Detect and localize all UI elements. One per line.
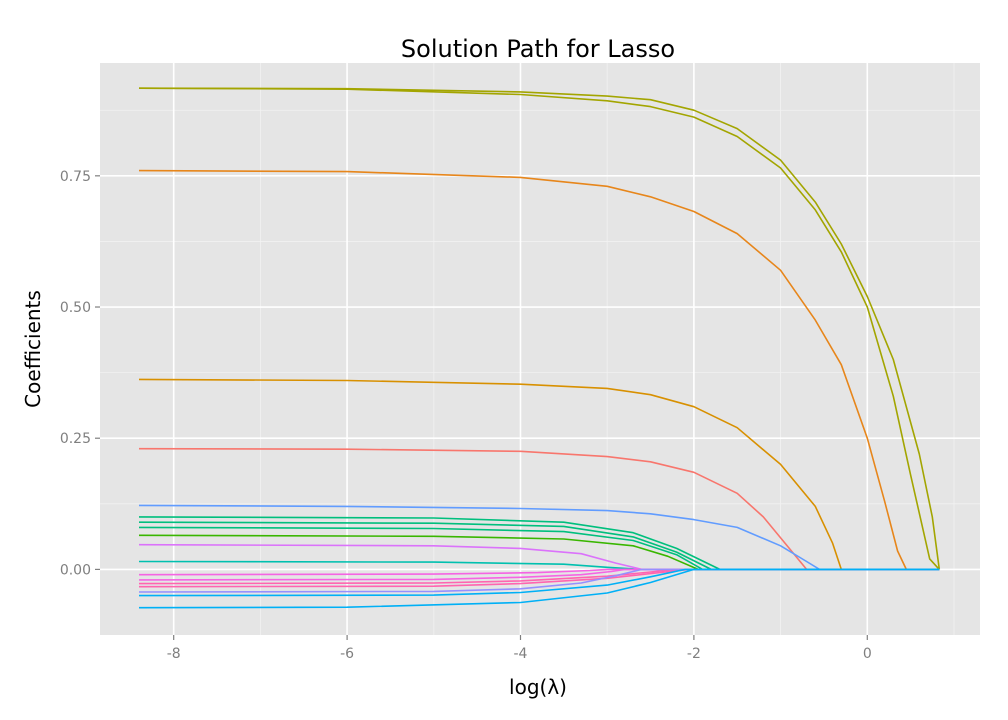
coefficient-path-18 <box>138 568 940 597</box>
x-axis-title: log(λ) <box>509 675 567 699</box>
coefficient-path-17 <box>138 568 940 593</box>
coefficient-path-2 <box>138 87 940 570</box>
x-tick-label: -4 <box>514 646 528 662</box>
y-axis-title: Coefficients <box>21 290 45 408</box>
coefficient-path-1 <box>138 87 941 570</box>
chart-title: Solution Path for Lasso <box>401 35 675 63</box>
y-tick-label: 0.75 <box>60 169 91 185</box>
x-tick-label: -8 <box>167 646 181 662</box>
series-layer <box>138 87 941 609</box>
y-tick-label: 0.50 <box>60 300 91 316</box>
coefficient-path-3 <box>138 169 940 571</box>
x-tick-label: -6 <box>340 646 354 662</box>
axis-ticks: -8 -6 -4 -2 0 0.00 0.25 0.50 0.75 <box>60 169 872 662</box>
x-tick-label: -2 <box>687 646 701 662</box>
y-tick-label: 0.00 <box>60 562 91 578</box>
minor-gridlines <box>100 63 980 635</box>
x-tick-label: 0 <box>863 646 872 662</box>
coefficient-path-19 <box>138 568 940 609</box>
coefficient-path-14 <box>138 568 940 581</box>
y-tick-label: 0.25 <box>60 431 91 447</box>
coefficient-path-11 <box>138 504 940 571</box>
coefficient-path-4 <box>138 378 940 571</box>
plot-panel <box>100 63 980 635</box>
